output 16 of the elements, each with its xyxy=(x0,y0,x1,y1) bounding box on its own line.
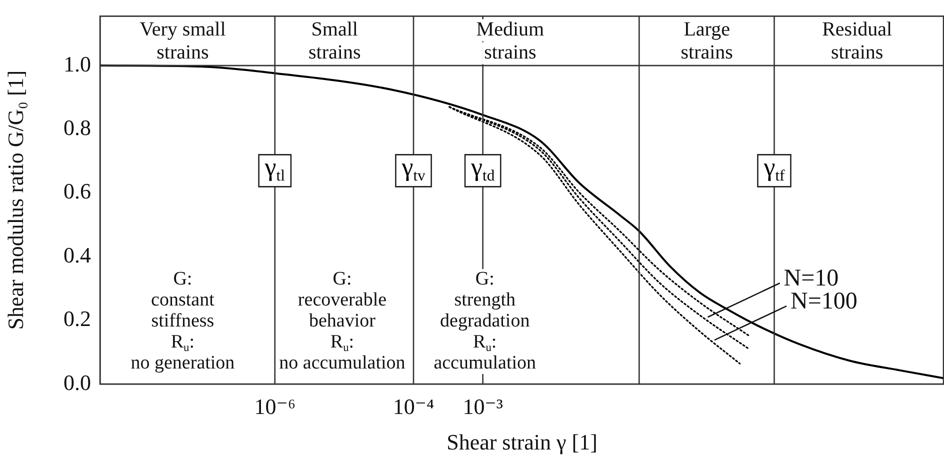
y-tick-label: 0.4 xyxy=(64,242,91,268)
x-tick-label: 10⁻³ xyxy=(462,394,504,419)
y-tick-label: 0.8 xyxy=(64,115,91,140)
y-tick-label: 0.0 xyxy=(64,370,91,395)
y-tick-label: 0.6 xyxy=(64,178,91,204)
x-tick-label: 10⁻⁴ xyxy=(392,394,434,419)
x-axis-title: Shear strain γ [1] xyxy=(446,430,598,455)
y-tick-label: 0.2 xyxy=(64,306,91,332)
annotation: Small strains xyxy=(308,18,361,64)
annotation: Very small strains xyxy=(140,18,226,64)
y-tick-label: 1.0 xyxy=(64,51,91,76)
y-axis-title: Shear modulus ratio G/G₀ [1] xyxy=(2,70,28,330)
x-tick-label: 10⁻⁶ xyxy=(254,394,296,419)
annotation: Medium strains xyxy=(476,18,545,64)
annotation: Large strains xyxy=(680,18,734,64)
annotation: Residual strains xyxy=(822,18,893,64)
